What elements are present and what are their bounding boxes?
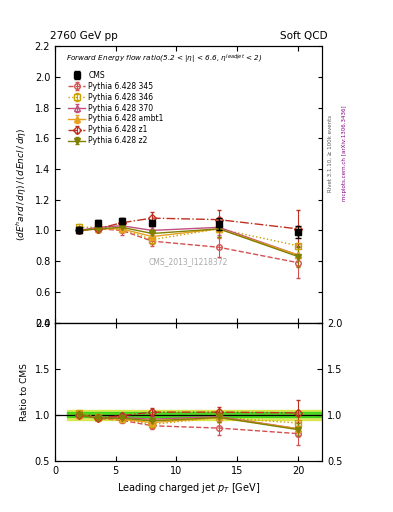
Text: CMS_2013_I1218372: CMS_2013_I1218372 (149, 257, 228, 266)
Legend: CMS, Pythia 6.428 345, Pythia 6.428 346, Pythia 6.428 370, Pythia 6.428 ambt1, P: CMS, Pythia 6.428 345, Pythia 6.428 346,… (67, 69, 165, 147)
Text: Forward Energy flow ratio(5.2 < |$\eta$| < 6.6, $\eta^{leadjet}$ < 2): Forward Energy flow ratio(5.2 < |$\eta$|… (66, 52, 262, 65)
Y-axis label: $(dE^{h}ard\,/\,d\eta)\,/\,(d\,Encl\,/\,d\eta)$: $(dE^{h}ard\,/\,d\eta)\,/\,(d\,Encl\,/\,… (15, 127, 29, 241)
Text: 2760 GeV pp: 2760 GeV pp (50, 31, 118, 40)
X-axis label: Leading charged jet $p_T$ [GeV]: Leading charged jet $p_T$ [GeV] (117, 481, 260, 495)
Text: Rivet 3.1.10, ≥ 100k events: Rivet 3.1.10, ≥ 100k events (328, 115, 333, 192)
Y-axis label: Ratio to CMS: Ratio to CMS (20, 362, 29, 421)
Text: mcplots.cern.ch [arXiv:1306.3436]: mcplots.cern.ch [arXiv:1306.3436] (342, 106, 347, 201)
Text: Soft QCD: Soft QCD (280, 31, 328, 40)
